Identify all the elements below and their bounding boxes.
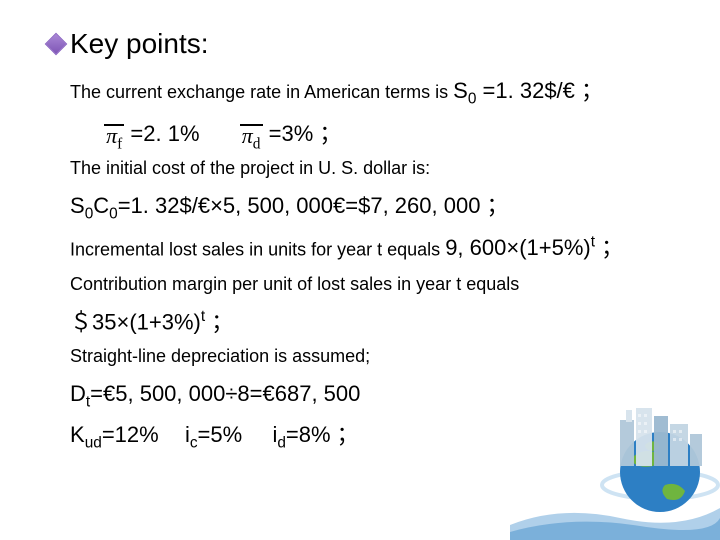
line-initial-cost-value: S0C0=1. 32$/€×5, 500, 000€=$7, 260, 000 … (70, 189, 680, 226)
pi-f-icon: πf (104, 124, 124, 152)
pi-f-val: =2. 1% (124, 121, 199, 146)
sym-S: S (453, 78, 468, 103)
line-exchange-rate: The current exchange rate in American te… (70, 74, 680, 111)
slide: Key points: The current exchange rate in… (0, 0, 720, 540)
bullet-diamond-icon (45, 33, 68, 56)
line-pi-values: πf =2. 1% πd =3% ； (70, 117, 680, 151)
text: The current exchange rate in American te… (70, 82, 453, 102)
val: =1. 32$/€ ； (476, 78, 603, 103)
title-row: Key points: (48, 28, 680, 60)
line-contribution-value: ＄35×(1+3%)t ； (70, 305, 680, 339)
line-initial-cost-label: The initial cost of the project in U. S.… (70, 155, 680, 183)
line-contribution-margin: Contribution margin per unit of lost sal… (70, 271, 680, 299)
pi-d-val: =3% ； (263, 121, 342, 146)
slide-title: Key points: (70, 28, 209, 60)
line-depreciation: Straight-line depreciation is assumed; (70, 343, 680, 371)
corner-art-icon (510, 390, 720, 540)
line-incremental-lost-sales: Incremental lost sales in units for year… (70, 231, 680, 265)
pi-d-icon: πd (240, 124, 263, 152)
